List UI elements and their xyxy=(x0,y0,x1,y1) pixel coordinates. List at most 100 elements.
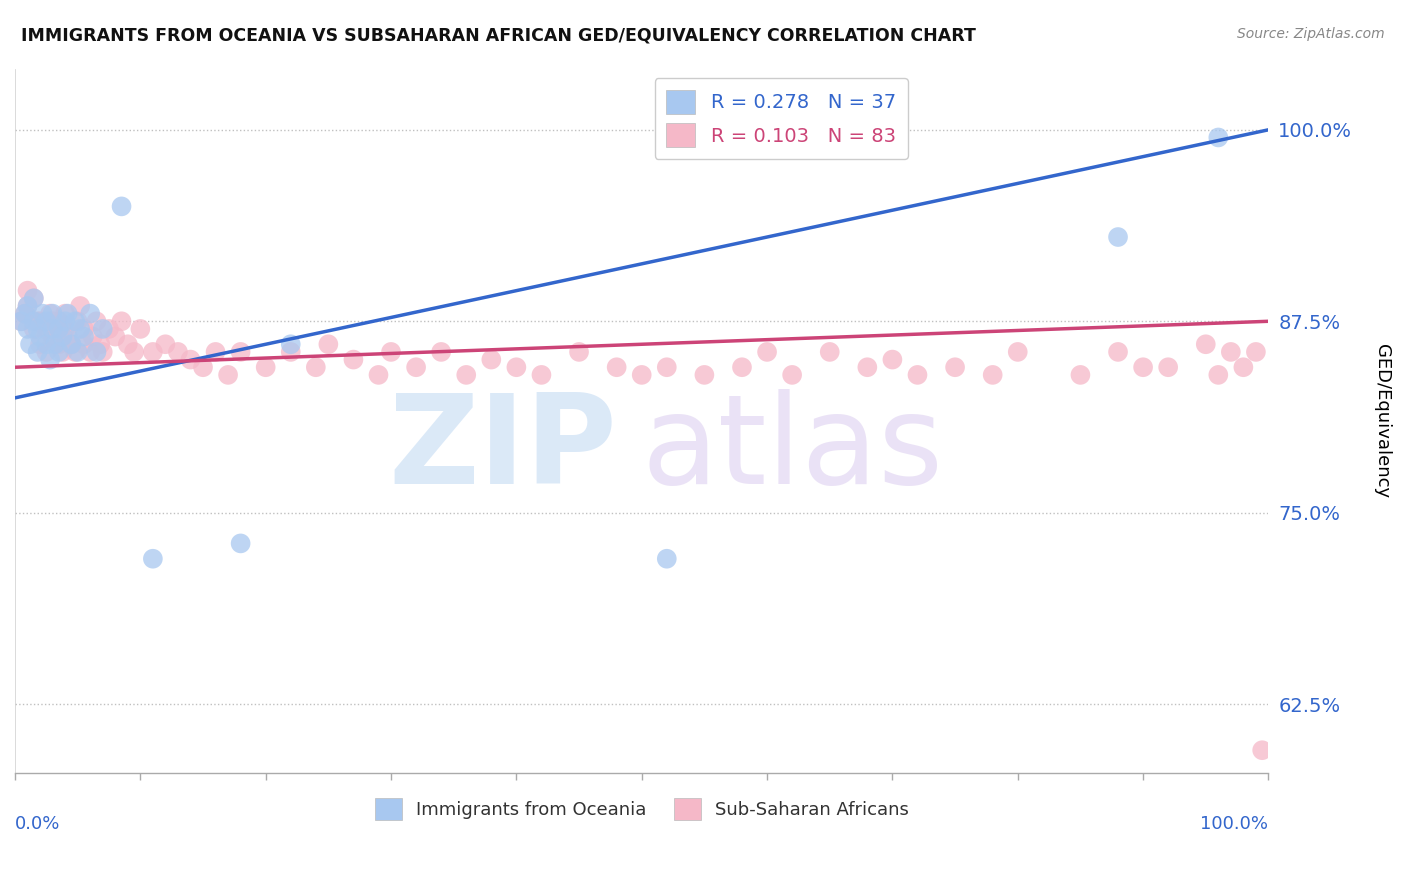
Point xyxy=(27,322,49,336)
Point xyxy=(41,322,63,336)
Point xyxy=(44,337,66,351)
Point xyxy=(66,314,89,328)
Point xyxy=(79,307,101,321)
Text: 100.0%: 100.0% xyxy=(1201,815,1268,833)
Point xyxy=(155,337,177,351)
Point xyxy=(1195,337,1218,351)
Point xyxy=(129,322,152,336)
Point xyxy=(204,345,226,359)
Point xyxy=(167,345,190,359)
Point xyxy=(606,360,628,375)
Point xyxy=(479,352,502,367)
Point xyxy=(780,368,803,382)
Point xyxy=(305,360,328,375)
Point xyxy=(69,299,91,313)
Text: ZIP: ZIP xyxy=(388,389,617,509)
Text: Source: ZipAtlas.com: Source: ZipAtlas.com xyxy=(1237,27,1385,41)
Point xyxy=(1232,360,1254,375)
Point xyxy=(430,345,453,359)
Point xyxy=(41,314,63,328)
Point xyxy=(17,322,39,336)
Point xyxy=(41,329,63,343)
Point xyxy=(28,337,51,351)
Point xyxy=(89,337,111,351)
Point xyxy=(79,345,101,359)
Point xyxy=(229,345,252,359)
Point xyxy=(110,199,132,213)
Point xyxy=(48,337,70,351)
Point xyxy=(35,345,58,359)
Point xyxy=(179,352,201,367)
Point xyxy=(22,291,45,305)
Point xyxy=(63,345,86,359)
Point xyxy=(56,307,79,321)
Point xyxy=(56,329,79,343)
Point xyxy=(142,345,165,359)
Point xyxy=(66,345,89,359)
Point xyxy=(1007,345,1029,359)
Point xyxy=(943,360,966,375)
Point xyxy=(731,360,754,375)
Point xyxy=(73,329,96,343)
Point xyxy=(53,307,76,321)
Point xyxy=(342,352,364,367)
Point xyxy=(10,314,32,328)
Point xyxy=(693,368,716,382)
Point xyxy=(73,322,96,336)
Point xyxy=(48,314,70,328)
Point xyxy=(229,536,252,550)
Point xyxy=(756,345,779,359)
Point xyxy=(35,322,58,336)
Point xyxy=(1107,230,1129,244)
Point xyxy=(86,345,108,359)
Point xyxy=(17,299,39,313)
Point xyxy=(818,345,841,359)
Point xyxy=(1219,345,1241,359)
Point xyxy=(60,337,83,351)
Point xyxy=(35,314,58,328)
Point xyxy=(117,337,139,351)
Point xyxy=(28,329,51,343)
Point xyxy=(28,314,51,328)
Point xyxy=(73,337,96,351)
Point xyxy=(31,307,53,321)
Point xyxy=(568,345,591,359)
Point xyxy=(18,337,41,351)
Point xyxy=(530,368,553,382)
Point xyxy=(39,352,62,367)
Point xyxy=(456,368,478,382)
Point xyxy=(405,360,427,375)
Point xyxy=(104,329,127,343)
Point xyxy=(27,314,49,328)
Point xyxy=(48,322,70,336)
Point xyxy=(191,360,214,375)
Point xyxy=(22,291,45,305)
Point xyxy=(53,314,76,328)
Point xyxy=(17,299,39,313)
Point xyxy=(69,322,91,336)
Point xyxy=(60,337,83,351)
Point xyxy=(52,329,75,343)
Point xyxy=(39,307,62,321)
Point xyxy=(882,352,904,367)
Point xyxy=(91,322,114,336)
Point xyxy=(14,307,37,321)
Point xyxy=(1157,360,1180,375)
Point xyxy=(14,307,37,321)
Y-axis label: GED/Equivalency: GED/Equivalency xyxy=(1374,343,1391,498)
Point xyxy=(1069,368,1091,382)
Point xyxy=(367,368,389,382)
Point xyxy=(52,345,75,359)
Point xyxy=(380,345,402,359)
Point xyxy=(655,551,678,566)
Point xyxy=(35,337,58,351)
Point xyxy=(1251,743,1274,757)
Point xyxy=(122,345,145,359)
Point xyxy=(1132,360,1154,375)
Point xyxy=(630,368,652,382)
Point xyxy=(1107,345,1129,359)
Point xyxy=(10,314,32,328)
Point xyxy=(53,322,76,336)
Text: IMMIGRANTS FROM OCEANIA VS SUBSAHARAN AFRICAN GED/EQUIVALENCY CORRELATION CHART: IMMIGRANTS FROM OCEANIA VS SUBSAHARAN AF… xyxy=(21,27,976,45)
Point xyxy=(1208,130,1230,145)
